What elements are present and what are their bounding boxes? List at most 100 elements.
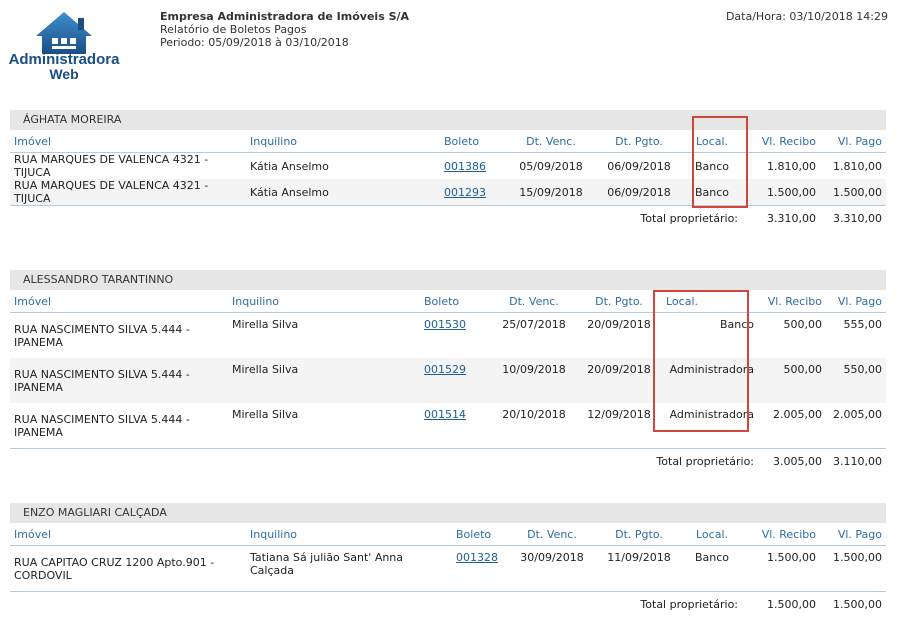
table-header: Imóvel Inquilino Boleto Dt. Venc. Dt. Pg… bbox=[10, 290, 886, 313]
owner-name: ALESSANDRO TARANTINNO bbox=[10, 270, 886, 290]
cell-imovel: RUA NASCIMENTO SILVA 5.444 - IPANEMA bbox=[10, 358, 228, 403]
imovel-line1: RUA CAPITAO CRUZ 1200 Apto.901 - bbox=[14, 555, 215, 569]
table-row: RUA MARQUES DE VALENCA 4321 - TIJUCA Kát… bbox=[10, 153, 886, 179]
col-dt-pgto: Dt. Pgto. bbox=[596, 130, 682, 153]
table-row: RUA NASCIMENTO SILVA 5.444 - IPANEMA Mire… bbox=[10, 358, 886, 403]
imovel-line1: RUA NASCIMENTO SILVA 5.444 - bbox=[14, 367, 190, 381]
cell-dt-venc: 30/09/2018 bbox=[508, 545, 596, 592]
imovel-line1: RUA NASCIMENTO SILVA 5.444 - bbox=[14, 322, 190, 336]
col-imovel: Imóvel bbox=[10, 290, 228, 313]
boleto-link[interactable]: 001514 bbox=[424, 408, 466, 421]
owner-section: ALESSANDRO TARANTINNO Imóvel Inquilino B… bbox=[10, 270, 886, 473]
cell-local: Administradora bbox=[662, 403, 758, 449]
cell-dt-venc: 05/09/2018 bbox=[519, 159, 583, 173]
total-label: Total proprietário: bbox=[640, 597, 738, 611]
cell-vl-pago: 555,00 bbox=[843, 318, 883, 331]
total-recibo: 1.500,00 bbox=[767, 597, 816, 611]
owner-name: ENZO MAGLIARI CALÇADA bbox=[10, 503, 886, 523]
report-title: Relatório de Boletos Pagos bbox=[160, 23, 307, 36]
col-vl-recibo: Vl. Recibo bbox=[742, 523, 820, 546]
report-datetime: Data/Hora: 03/10/2018 14:29 bbox=[725, 10, 888, 23]
cell-local: Banco bbox=[719, 318, 754, 331]
col-inquilino: Inquilino bbox=[246, 523, 452, 546]
cell-dt-venc: 20/10/2018 bbox=[492, 403, 576, 449]
total-label: Total proprietário: bbox=[640, 211, 738, 225]
col-vl-pago: Vl. Pago bbox=[820, 523, 886, 546]
col-local: Local. bbox=[682, 130, 742, 153]
payments-table: Imóvel Inquilino Boleto Dt. Venc. Dt. Pg… bbox=[10, 290, 886, 473]
col-boleto: Boleto bbox=[452, 523, 508, 546]
cell-vl-recibo: 1.500,00 bbox=[742, 179, 820, 206]
cell-vl-pago: 2.005,00 bbox=[826, 403, 886, 449]
col-local: Local. bbox=[682, 523, 742, 546]
table-header: Imóvel Inquilino Boleto Dt. Venc. Dt. Pg… bbox=[10, 130, 886, 153]
logo-text-line1: Administradora bbox=[8, 51, 120, 68]
cell-local: Banco bbox=[682, 545, 742, 592]
cell-dt-pgto: 11/09/2018 bbox=[596, 545, 682, 592]
col-imovel: Imóvel bbox=[10, 130, 246, 153]
cell-vl-pago: 1.500,00 bbox=[820, 545, 886, 592]
logo-text-line2: Web bbox=[49, 66, 79, 82]
cell-imovel: RUA MARQUES DE VALENCA 4321 - TIJUCA bbox=[14, 153, 209, 179]
report-period: Periodo: 05/09/2018 à 03/10/2018 bbox=[160, 36, 349, 49]
cell-dt-venc: 25/07/2018 bbox=[502, 318, 566, 331]
col-dt-pgto: Dt. Pgto. bbox=[576, 290, 662, 313]
col-dt-venc: Dt. Venc. bbox=[508, 523, 596, 546]
total-recibo: 3.005,00 bbox=[773, 454, 822, 468]
payments-table: Imóvel Inquilino Boleto Dt. Venc. Dt. Pg… bbox=[10, 130, 886, 230]
cell-inquilino: Tatiana Sá julião Sant' Anna Calçada bbox=[246, 545, 452, 592]
table-row: RUA NASCIMENTO SILVA 5.444 - IPANEMA Mire… bbox=[10, 313, 886, 359]
col-vl-recibo: Vl. Recibo bbox=[742, 130, 820, 153]
table-header: Imóvel Inquilino Boleto Dt. Venc. Dt. Pg… bbox=[10, 523, 886, 546]
table-row: RUA CAPITAO CRUZ 1200 Apto.901 - CORDOVIL… bbox=[10, 545, 886, 592]
col-local: Local. bbox=[662, 290, 758, 313]
company-info: Empresa Administradora de Imóveis S/A Re… bbox=[160, 10, 409, 49]
cell-imovel: RUA NASCIMENTO SILVA 5.444 - IPANEMA bbox=[10, 403, 228, 449]
total-label: Total proprietário: bbox=[656, 454, 754, 468]
cell-imovel: RUA NASCIMENTO SILVA 5.444 - IPANEMA bbox=[10, 313, 228, 359]
cell-inquilino: Mirella Silva bbox=[228, 403, 420, 449]
imovel-line1: RUA NASCIMENTO SILVA 5.444 - bbox=[14, 412, 190, 426]
total-pago: 1.500,00 bbox=[833, 597, 882, 611]
report-header: Administradora Web Empresa Administrador… bbox=[0, 0, 900, 100]
company-name: Empresa Administradora de Imóveis S/A bbox=[160, 10, 410, 23]
cell-dt-venc: 10/09/2018 bbox=[492, 358, 576, 403]
boleto-link[interactable]: 001293 bbox=[444, 185, 486, 199]
owner-name: ÁGHATA MOREIRA bbox=[10, 110, 886, 130]
imovel-line2: IPANEMA bbox=[14, 425, 63, 439]
cell-dt-pgto: 12/09/2018 bbox=[576, 403, 662, 449]
cell-vl-recibo: 1.810,00 bbox=[767, 159, 816, 173]
table-row: RUA NASCIMENTO SILVA 5.444 - IPANEMA Mire… bbox=[10, 403, 886, 449]
total-pago: 3.310,00 bbox=[833, 211, 882, 225]
company-logo: Administradora Web bbox=[8, 10, 120, 88]
cell-vl-recibo: 2.005,00 bbox=[758, 403, 826, 449]
boleto-link[interactable]: 001529 bbox=[424, 363, 466, 376]
cell-dt-venc: 15/09/2018 bbox=[506, 179, 596, 206]
boleto-link[interactable]: 001386 bbox=[444, 159, 486, 173]
col-vl-pago: Vl. Pago bbox=[820, 130, 886, 153]
boleto-link[interactable]: 001328 bbox=[456, 551, 498, 564]
cell-inquilino: Mirella Silva bbox=[228, 358, 420, 403]
cell-inquilino: Kátia Anselmo bbox=[250, 159, 329, 173]
cell-inquilino: Kátia Anselmo bbox=[246, 179, 440, 206]
boleto-link[interactable]: 001530 bbox=[424, 318, 466, 331]
cell-dt-pgto: 06/09/2018 bbox=[596, 179, 682, 206]
col-vl-recibo: Vl. Recibo bbox=[758, 290, 826, 313]
cell-vl-pago: 550,00 bbox=[826, 358, 886, 403]
col-boleto: Boleto bbox=[420, 290, 492, 313]
col-dt-pgto: Dt. Pgto. bbox=[596, 523, 682, 546]
cell-vl-pago: 1.500,00 bbox=[820, 179, 886, 206]
cell-inquilino: Mirella Silva bbox=[232, 318, 299, 331]
cell-vl-recibo: 500,00 bbox=[758, 358, 826, 403]
local-column-highlight bbox=[653, 290, 749, 432]
cell-local: Banco bbox=[694, 159, 730, 173]
payments-table: Imóvel Inquilino Boleto Dt. Venc. Dt. Pg… bbox=[10, 523, 886, 616]
total-row: Total proprietário: 3.310,00 3.310,00 bbox=[10, 206, 886, 231]
col-inquilino: Inquilino bbox=[228, 290, 420, 313]
cell-vl-pago: 1.810,00 bbox=[833, 159, 882, 173]
cell-imovel: RUA MARQUES DE VALENCA 4321 - TIJUCA bbox=[10, 179, 246, 206]
cell-dt-pgto: 20/09/2018 bbox=[587, 318, 651, 331]
total-recibo: 3.310,00 bbox=[767, 211, 816, 225]
imovel-line2: CORDOVIL bbox=[14, 568, 72, 582]
col-vl-pago: Vl. Pago bbox=[826, 290, 886, 313]
